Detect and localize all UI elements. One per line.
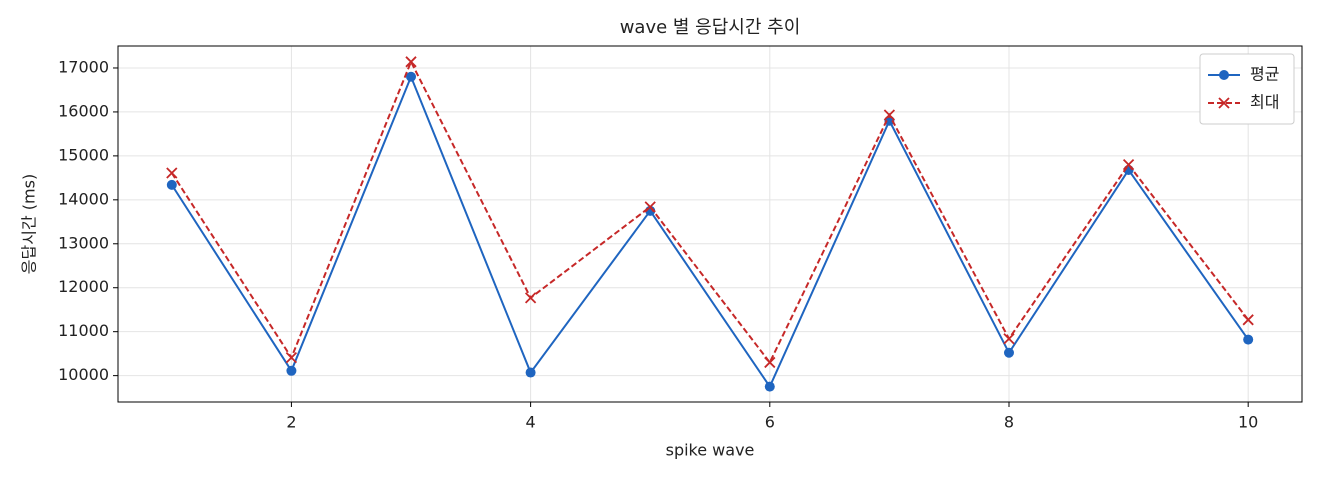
point — [166, 167, 178, 179]
x-tick-label: 2 — [286, 413, 296, 432]
series-line — [170, 59, 1249, 365]
point — [1003, 333, 1015, 345]
legend-marker — [1219, 70, 1229, 80]
point — [285, 351, 298, 364]
point — [644, 201, 656, 213]
point — [166, 179, 177, 190]
y-tick-label: 17000 — [58, 57, 109, 76]
point — [1122, 159, 1135, 171]
point — [1243, 334, 1254, 345]
y-tick-label: 14000 — [58, 189, 109, 208]
x-tick-label: 4 — [526, 413, 536, 432]
y-tick-label: 13000 — [58, 233, 109, 252]
y-tick-label: 11000 — [58, 321, 109, 340]
point — [286, 365, 297, 376]
x-tick-label: 10 — [1238, 413, 1258, 432]
point — [525, 367, 536, 378]
x-axis-label: spike wave — [666, 441, 755, 460]
point — [764, 381, 775, 392]
point — [405, 56, 417, 68]
x-tick-label: 6 — [765, 413, 775, 432]
legend-label: 평균 — [1250, 65, 1279, 84]
x-tick-label: 8 — [1004, 413, 1014, 432]
point — [524, 292, 537, 304]
legend-marker — [1218, 97, 1230, 109]
plot-frame — [117, 45, 1303, 403]
point — [1003, 347, 1014, 358]
point — [406, 71, 417, 82]
y-tick-label: 16000 — [58, 101, 109, 120]
chart-title: wave 별 응답시간 추이 — [620, 17, 801, 38]
y-axis-label: 응답시간 (ms) — [20, 174, 39, 274]
point — [1242, 314, 1254, 326]
point — [764, 356, 776, 369]
y-tick-label: 15000 — [58, 145, 109, 164]
y-tick-label: 10000 — [58, 365, 109, 384]
legend-label: 최대 — [1250, 93, 1279, 112]
y-tick-label: 12000 — [58, 277, 109, 296]
point — [883, 109, 896, 121]
legend-box — [1199, 53, 1295, 125]
series-line — [170, 74, 1249, 389]
